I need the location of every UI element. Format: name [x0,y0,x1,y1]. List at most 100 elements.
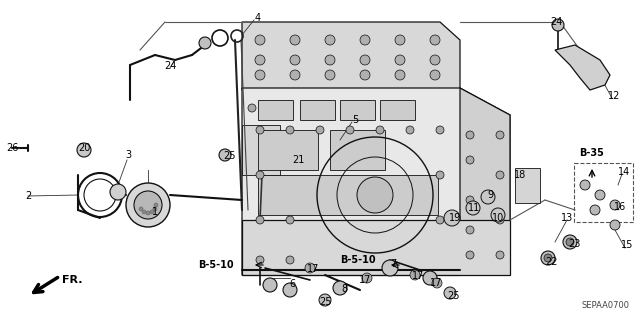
Text: 17: 17 [307,264,319,274]
Circle shape [319,294,331,306]
Circle shape [496,171,504,179]
Circle shape [283,283,297,297]
Circle shape [316,126,324,134]
Text: 13: 13 [561,213,573,223]
Text: 3: 3 [125,150,131,160]
Circle shape [430,70,440,80]
Bar [340,100,375,120]
Circle shape [376,126,384,134]
Circle shape [430,55,440,65]
Circle shape [286,126,294,134]
Circle shape [150,210,154,214]
Text: 1: 1 [152,207,158,217]
Circle shape [395,70,405,80]
Text: 24: 24 [550,17,562,27]
Circle shape [410,270,420,280]
Circle shape [496,131,504,139]
Circle shape [610,220,620,230]
Bar [330,130,385,170]
Circle shape [466,131,474,139]
Circle shape [466,201,480,215]
Circle shape [139,207,143,211]
Circle shape [290,55,300,65]
Bar [300,100,335,120]
Text: 10: 10 [492,213,504,223]
Circle shape [362,273,372,283]
Circle shape [552,19,564,31]
Circle shape [580,180,590,190]
Circle shape [360,55,370,65]
Circle shape [395,35,405,45]
Text: 19: 19 [449,213,461,223]
Text: 24: 24 [164,61,176,71]
Text: 22: 22 [545,257,557,267]
Circle shape [590,205,600,215]
Circle shape [305,263,315,273]
Circle shape [77,143,91,157]
Circle shape [263,278,277,292]
Circle shape [255,70,265,80]
Circle shape [325,55,335,65]
Text: 2: 2 [25,191,31,201]
Circle shape [286,216,294,224]
Circle shape [436,171,444,179]
Circle shape [541,251,555,265]
Circle shape [595,190,605,200]
Circle shape [256,256,264,264]
Circle shape [481,190,495,204]
Bar [380,100,415,120]
Polygon shape [460,88,510,275]
Circle shape [566,238,574,246]
Circle shape [466,226,474,234]
Circle shape [134,191,162,219]
Circle shape [466,251,474,259]
Text: 16: 16 [614,202,626,212]
Circle shape [466,156,474,164]
Polygon shape [242,125,280,175]
Circle shape [432,278,442,288]
Text: 17: 17 [412,271,424,281]
Circle shape [256,171,264,179]
Circle shape [142,210,146,214]
Bar [258,130,318,170]
Circle shape [444,287,456,299]
Text: 9: 9 [487,190,493,200]
Circle shape [496,251,504,259]
Circle shape [255,35,265,45]
Bar [515,168,540,203]
Circle shape [436,126,444,134]
Circle shape [154,203,158,207]
Text: B-5-10: B-5-10 [340,255,376,265]
Circle shape [325,70,335,80]
Circle shape [286,256,294,264]
Text: 8: 8 [341,284,347,294]
Circle shape [333,281,347,295]
Text: 21: 21 [292,155,304,165]
Circle shape [256,126,264,134]
Circle shape [406,126,414,134]
Circle shape [256,216,264,224]
Text: 25: 25 [224,151,236,161]
Bar [258,100,293,120]
Text: 25: 25 [319,297,332,307]
Text: 23: 23 [568,239,580,249]
Text: 25: 25 [447,291,460,301]
Text: B-5-10: B-5-10 [198,260,234,270]
Text: 11: 11 [468,203,480,213]
Circle shape [146,211,150,215]
Circle shape [153,207,157,211]
Text: 4: 4 [255,13,261,23]
Bar [258,175,438,215]
Text: 17: 17 [430,278,442,288]
Circle shape [360,70,370,80]
Text: 26: 26 [6,143,18,153]
Circle shape [290,35,300,45]
Polygon shape [242,220,510,275]
Circle shape [199,37,211,49]
Polygon shape [242,88,510,275]
Circle shape [255,55,265,65]
Text: 20: 20 [78,143,90,153]
Circle shape [360,35,370,45]
Circle shape [444,210,460,226]
Text: 6: 6 [289,279,295,289]
